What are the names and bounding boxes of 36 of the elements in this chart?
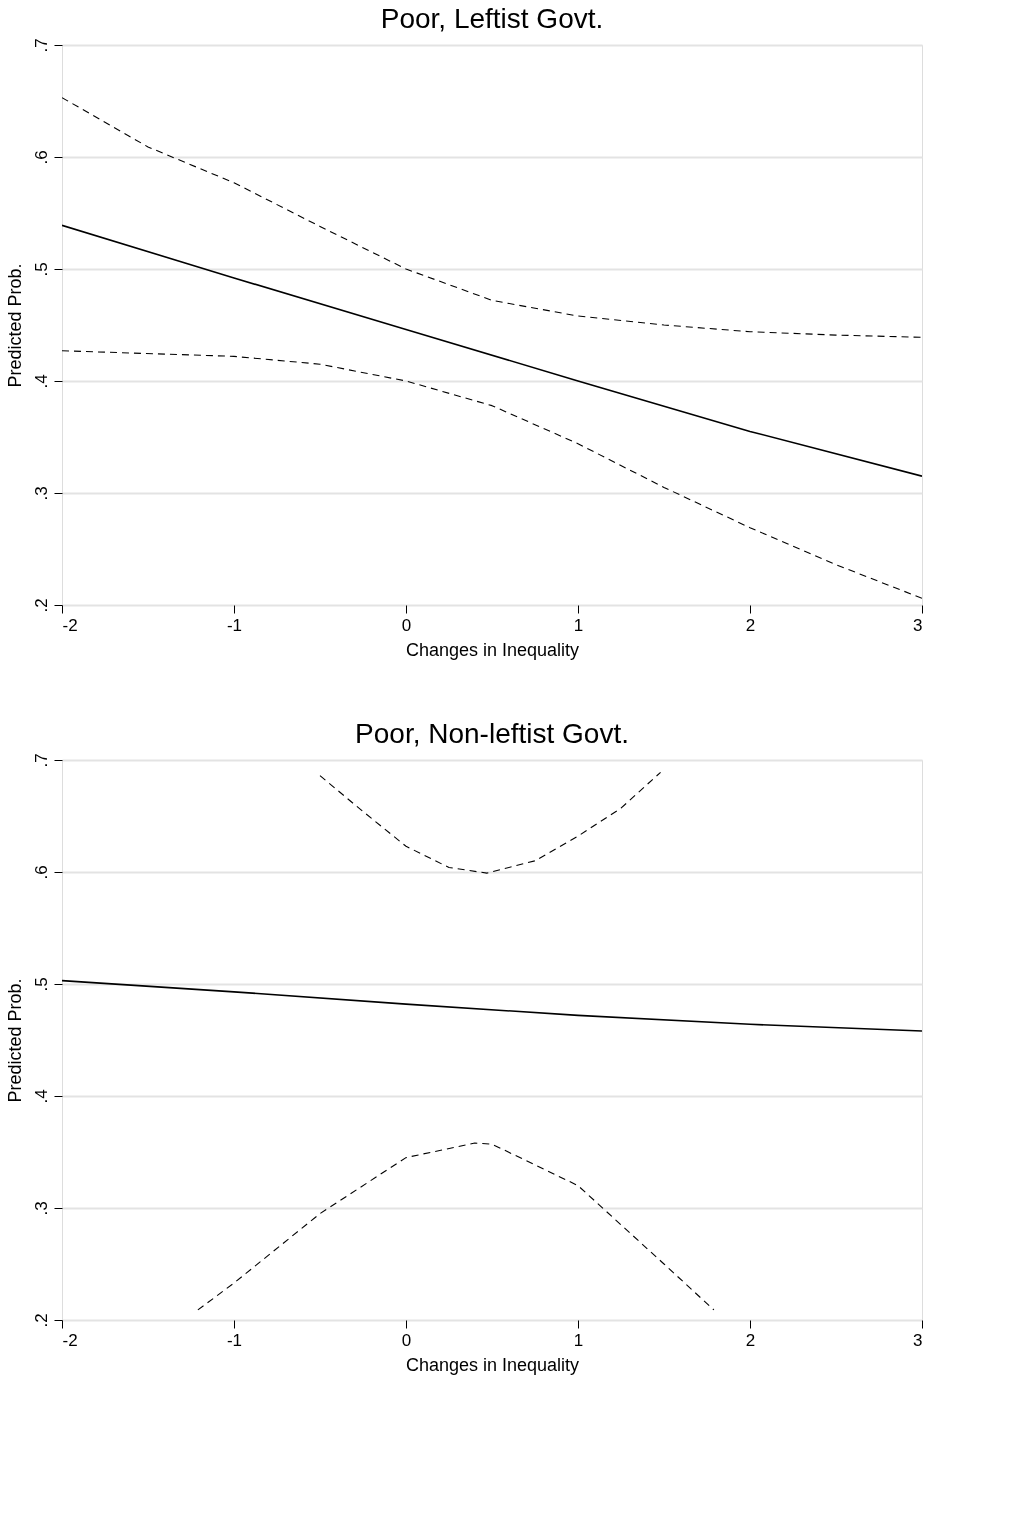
- x-axis-title: Changes in Inequality: [405, 1354, 580, 1375]
- y-tick-label: .5: [31, 977, 51, 992]
- y-tick-label: .4: [31, 374, 51, 389]
- line-series: [62, 97, 922, 338]
- y-tick-label: .5: [31, 262, 51, 277]
- x-tick-label: 1: [573, 1330, 584, 1350]
- y-tick-label: .4: [31, 1089, 51, 1104]
- x-tick-label: 2: [745, 1330, 756, 1350]
- x-tick-label: 3: [913, 1330, 923, 1350]
- chart-title: Poor, Leftist Govt.: [380, 2, 604, 34]
- line-series: [62, 979, 922, 1032]
- y-tick-label: .7: [31, 753, 51, 768]
- x-tick-label: 0: [401, 1330, 412, 1350]
- y-tick-label: .2: [31, 1313, 51, 1328]
- line-series: [319, 771, 662, 874]
- x-tick-label: 2: [745, 615, 756, 635]
- x-tick-label: 1: [573, 615, 584, 635]
- y-axis-title: Predicted Prob.: [4, 263, 25, 388]
- y-tick-label: .3: [31, 486, 51, 501]
- x-tick-label: -1: [226, 1330, 243, 1350]
- y-tick-label: .6: [31, 150, 51, 165]
- line-series: [62, 350, 922, 599]
- x-tick-label: -2: [62, 1330, 78, 1350]
- y-tick-label: .7: [31, 38, 51, 53]
- x-tick-label: -2: [62, 615, 78, 635]
- chart-title: Poor, Non-leftist Govt.: [355, 717, 629, 749]
- x-tick-label: 3: [913, 615, 923, 635]
- x-tick-label: 0: [401, 615, 412, 635]
- y-tick-label: .6: [31, 865, 51, 880]
- y-tick-label: .3: [31, 1201, 51, 1216]
- line-series: [197, 1142, 715, 1311]
- y-axis-title: Predicted Prob.: [4, 978, 25, 1103]
- y-tick-label: .2: [31, 598, 51, 613]
- line-series: [62, 224, 922, 477]
- x-axis-title: Changes in Inequality: [405, 639, 580, 660]
- x-tick-label: -1: [226, 615, 243, 635]
